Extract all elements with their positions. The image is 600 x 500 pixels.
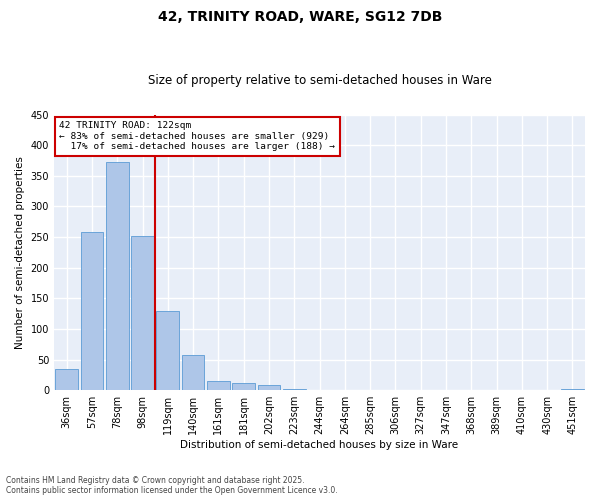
Bar	[232, 384, 255, 390]
Bar	[561, 389, 584, 390]
Bar	[283, 389, 305, 390]
Text: 42 TRINITY ROAD: 122sqm
← 83% of semi-detached houses are smaller (929)
  17% of: 42 TRINITY ROAD: 122sqm ← 83% of semi-de…	[59, 122, 335, 151]
Bar	[55, 369, 78, 390]
Text: 42, TRINITY ROAD, WARE, SG12 7DB: 42, TRINITY ROAD, WARE, SG12 7DB	[158, 10, 442, 24]
Bar	[80, 232, 103, 390]
X-axis label: Distribution of semi-detached houses by size in Ware: Distribution of semi-detached houses by …	[181, 440, 458, 450]
Title: Size of property relative to semi-detached houses in Ware: Size of property relative to semi-detach…	[148, 74, 491, 87]
Y-axis label: Number of semi-detached properties: Number of semi-detached properties	[15, 156, 25, 349]
Bar	[131, 236, 154, 390]
Bar	[157, 310, 179, 390]
Text: Contains HM Land Registry data © Crown copyright and database right 2025.
Contai: Contains HM Land Registry data © Crown c…	[6, 476, 338, 495]
Bar	[207, 381, 230, 390]
Bar	[182, 356, 205, 390]
Bar	[106, 162, 128, 390]
Bar	[257, 386, 280, 390]
